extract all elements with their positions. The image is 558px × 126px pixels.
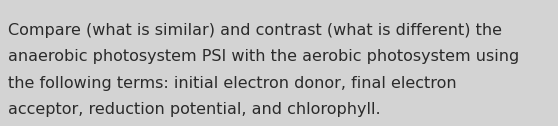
Text: anaerobic photosystem PSI with the aerobic photosystem using: anaerobic photosystem PSI with the aerob… bbox=[8, 49, 519, 64]
Text: acceptor, reduction potential, and chlorophyll.: acceptor, reduction potential, and chlor… bbox=[8, 102, 381, 117]
Text: Compare (what is similar) and contrast (what is different) the: Compare (what is similar) and contrast (… bbox=[8, 23, 503, 38]
Text: the following terms: initial electron donor, final electron: the following terms: initial electron do… bbox=[8, 76, 457, 91]
